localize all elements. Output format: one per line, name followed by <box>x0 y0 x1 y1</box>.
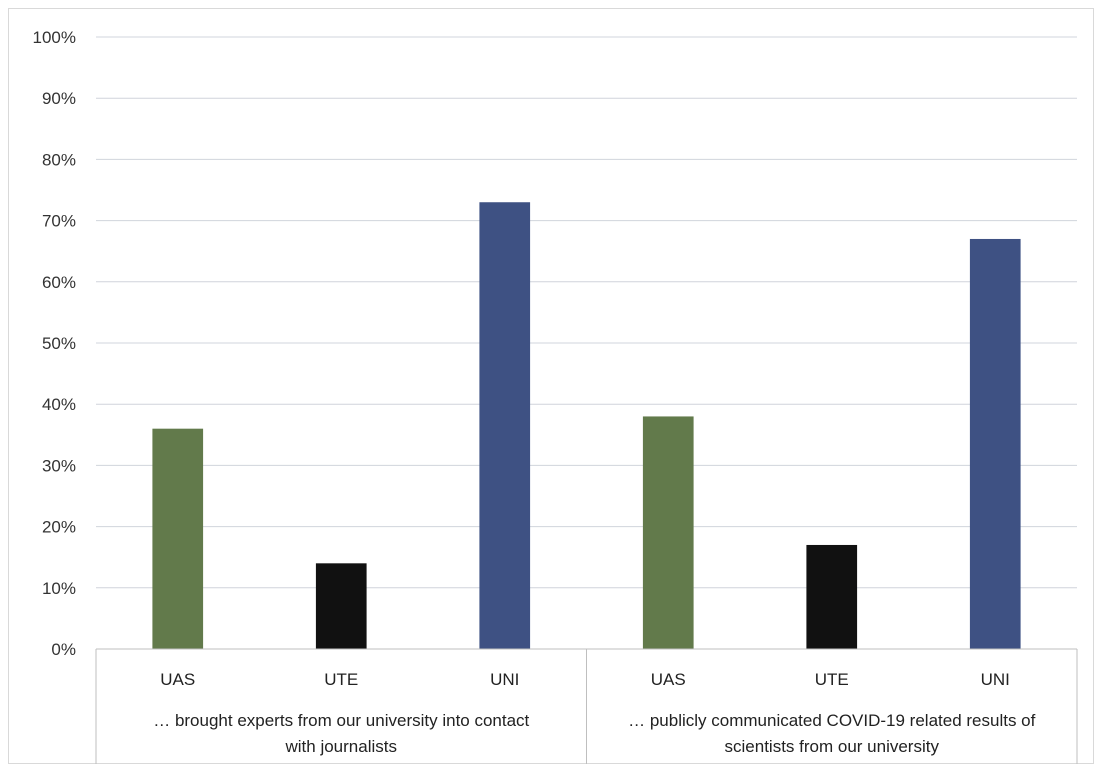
category-label: UAS <box>160 670 195 689</box>
y-tick-label: 20% <box>42 518 76 537</box>
bars <box>152 202 1021 650</box>
category-label: UTE <box>815 670 849 689</box>
group-label-line: with journalists <box>285 737 398 756</box>
group-label-line: … publicly communicated COVID-19 related… <box>628 711 1035 730</box>
y-tick-label: 60% <box>42 273 76 292</box>
category-label: UNI <box>490 670 519 689</box>
bar-uni-group-2 <box>969 238 1021 649</box>
y-tick-label: 40% <box>42 395 76 414</box>
group-label-line: scientists from our university <box>725 737 940 756</box>
bar-uas-group-2 <box>642 416 694 649</box>
x-axis <box>95 648 1078 764</box>
y-tick-label: 30% <box>42 456 76 475</box>
gridlines <box>96 36 1077 589</box>
y-tick-label: 10% <box>42 579 76 598</box>
y-tick-label: 100% <box>33 28 76 47</box>
y-axis-tick-labels: 0% 10% 20% 30% 40% 50% 60% 70% 80% 90% 100% <box>33 28 76 659</box>
group-label-line: … brought experts from our university in… <box>153 711 529 730</box>
y-tick-label: 0% <box>51 640 76 659</box>
y-tick-label: 90% <box>42 89 76 108</box>
y-tick-label: 70% <box>42 212 76 231</box>
x-axis-category-labels: UAS UTE UNI UAS UTE UNI <box>160 670 1010 689</box>
category-label: UAS <box>651 670 686 689</box>
category-label: UNI <box>981 670 1010 689</box>
y-tick-label: 50% <box>42 334 76 353</box>
category-label: UTE <box>324 670 358 689</box>
bar-ute-group-2 <box>806 544 858 649</box>
x-axis-group-labels: … brought experts from our university in… <box>153 711 1035 756</box>
bar-uni-group-1 <box>479 202 531 650</box>
bar-ute-group-1 <box>315 563 367 649</box>
bar-uas-group-1 <box>152 428 204 649</box>
y-tick-label: 80% <box>42 150 76 169</box>
